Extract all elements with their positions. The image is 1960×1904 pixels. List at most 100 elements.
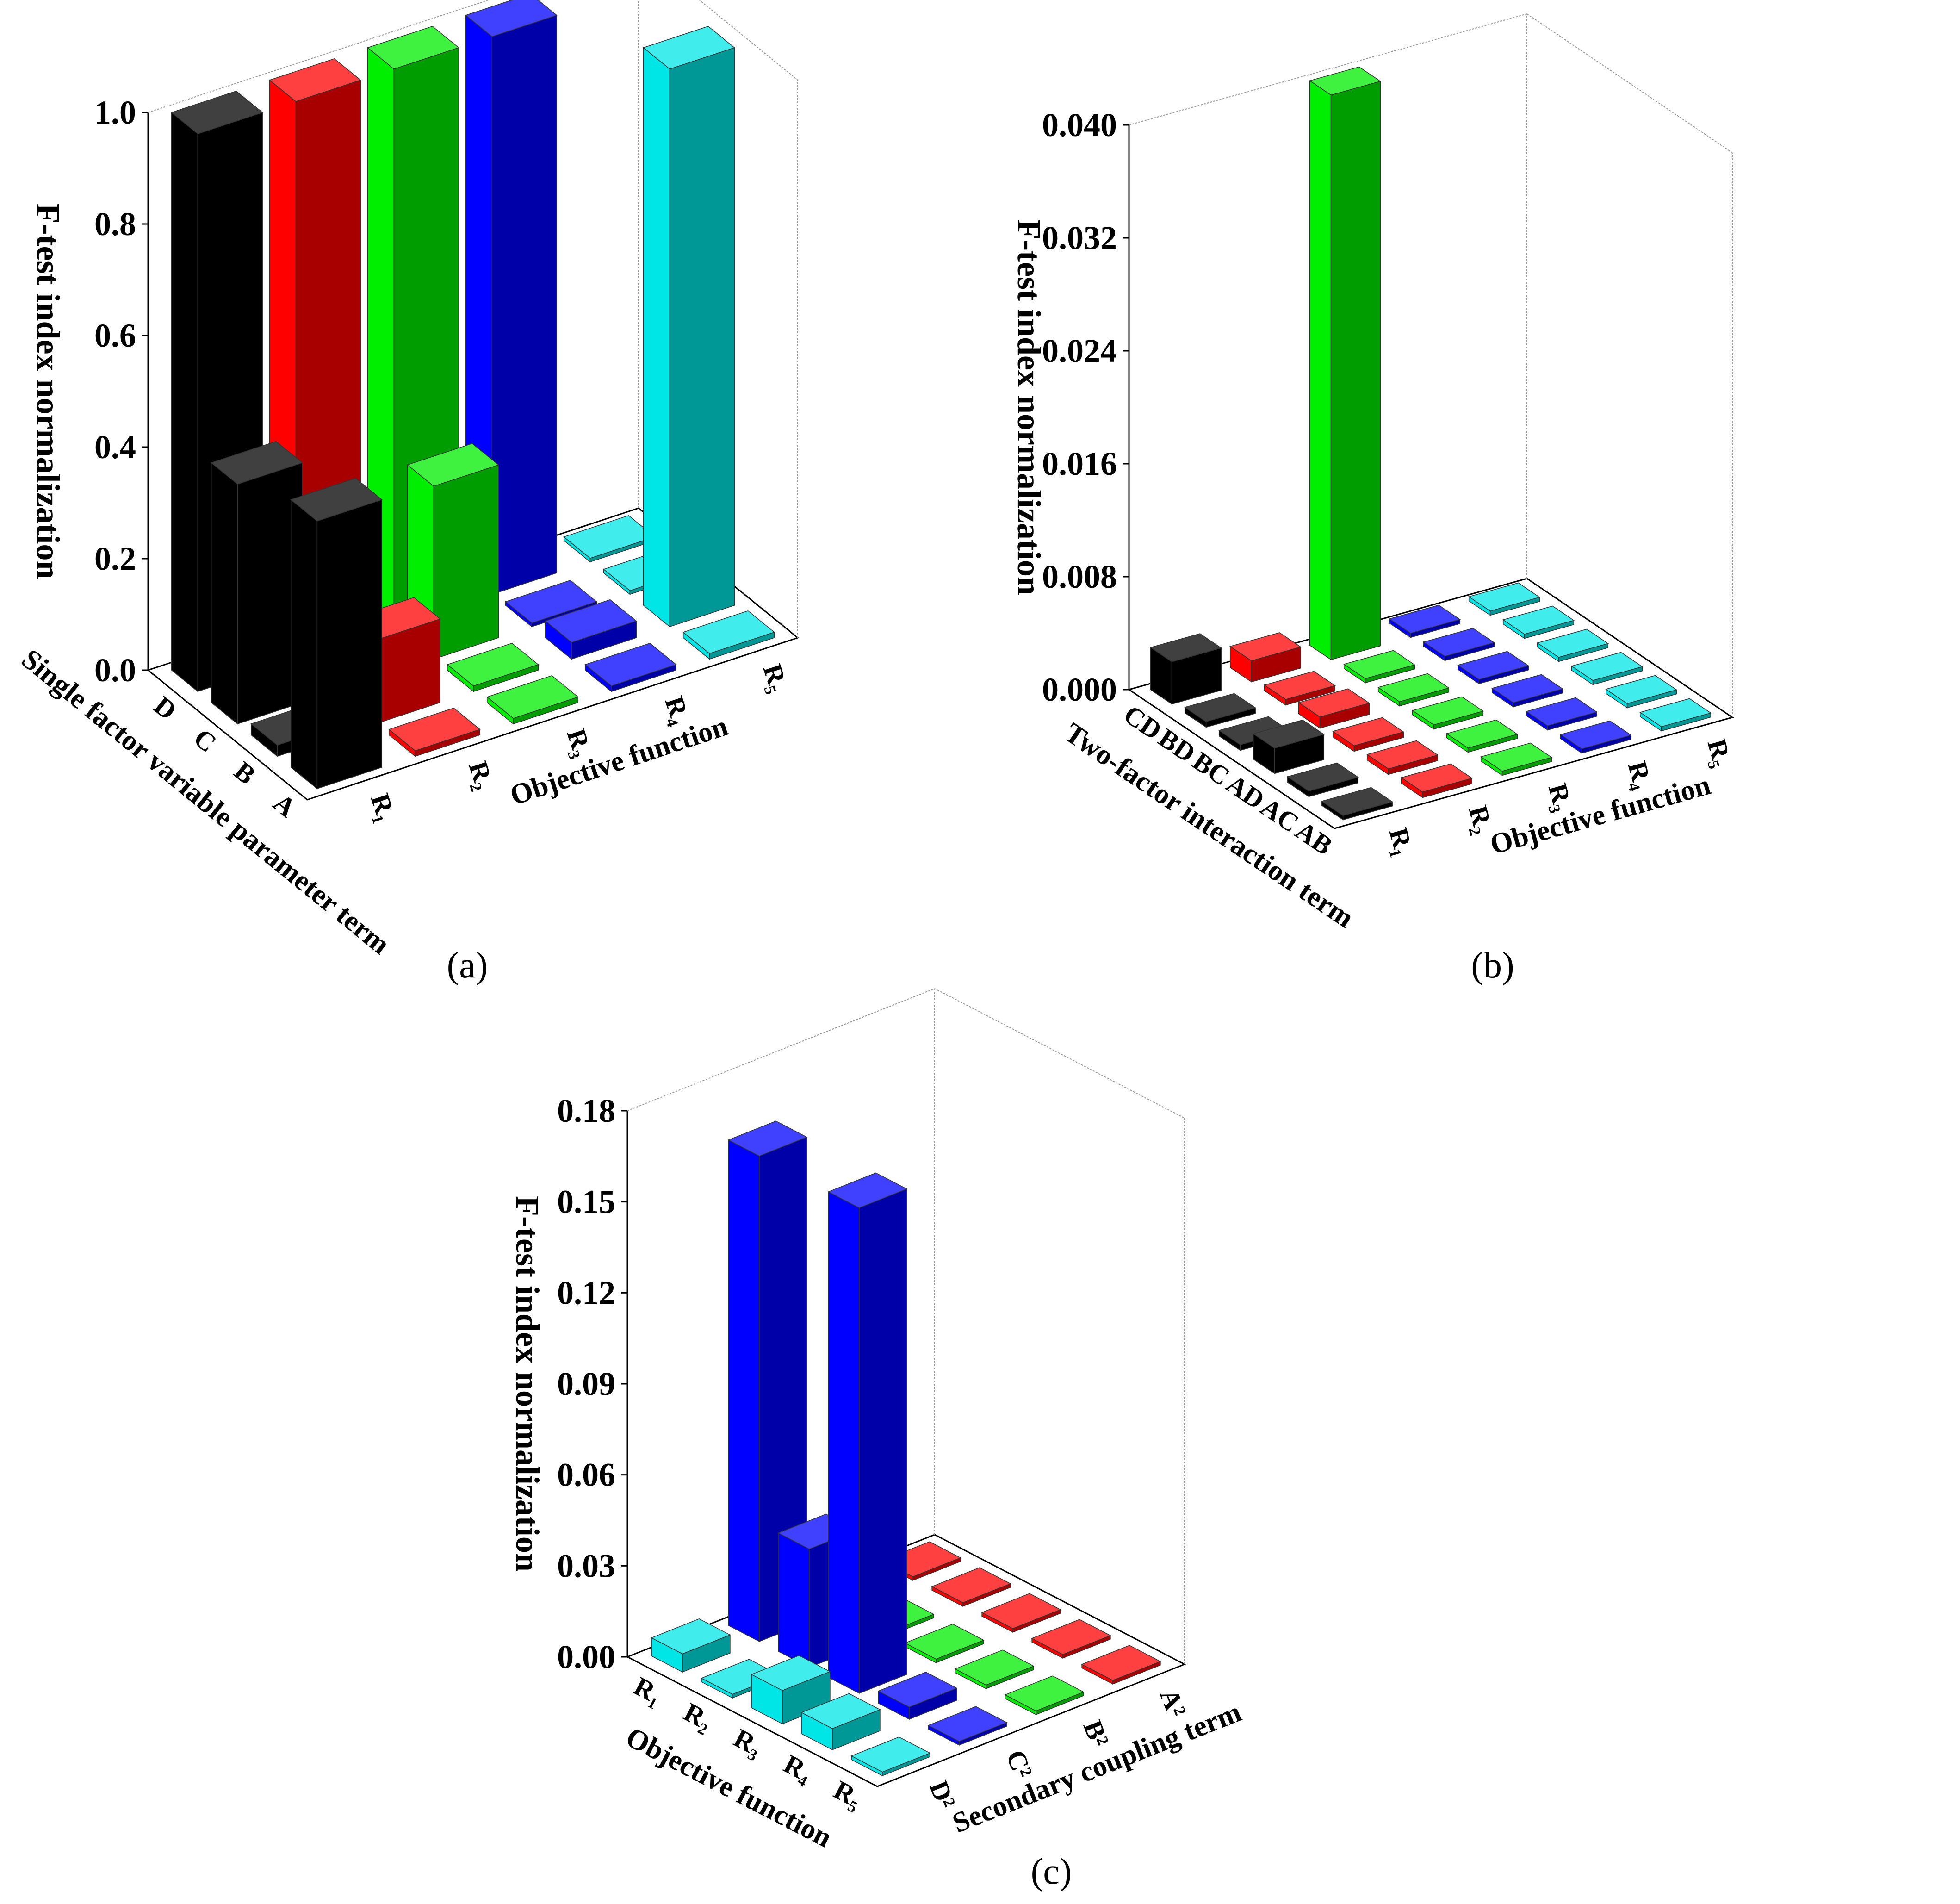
bar-D2-3 (800, 1693, 881, 1751)
y-tick-label: 0.024 (1042, 332, 1117, 369)
series-label: R₅ (757, 660, 794, 696)
bar-R2-3 (1332, 717, 1405, 752)
bar-R2-3 (388, 707, 481, 757)
bar-R1-3 (1252, 719, 1325, 774)
bar-A2-4 (1081, 1645, 1161, 1685)
bar-B2-2 (904, 1624, 985, 1664)
bar-C2-4 (927, 1706, 1008, 1746)
y-axis-label: F-test index normalization (30, 204, 67, 579)
x-category-label: R₄ (779, 1748, 818, 1788)
y-tick-label: 0.06 (557, 1456, 615, 1493)
x-category-label: R₃ (729, 1723, 768, 1762)
series-label: R₁ (1383, 824, 1420, 859)
bar-C2-3 (877, 1672, 958, 1720)
y-axis-label: F-test index normalization (509, 1196, 546, 1572)
bar-R4-2 (1457, 651, 1530, 684)
x-category-label: A (268, 787, 302, 823)
z-axis-label: Objective function (1487, 769, 1714, 860)
bar-R4-2 (545, 599, 637, 660)
y-tick-label: 0.15 (557, 1183, 615, 1220)
y-tick-label: 0.032 (1042, 219, 1117, 256)
bar-R3-5 (1480, 742, 1553, 776)
bar-R4-3 (584, 642, 677, 692)
bar-A2-3 (1031, 1619, 1111, 1659)
z-axis-label: Objective function (506, 710, 732, 812)
bar-D2-2 (751, 1655, 831, 1725)
bar-R5-2 (1536, 628, 1609, 662)
bar-R2-0 (1229, 632, 1302, 683)
bar-R4-5 (1559, 720, 1632, 754)
bar-R1-1 (1184, 693, 1257, 728)
bar-R5-4 (1605, 675, 1678, 709)
chart-panel-c: 0.00 0.03 0.06 0.09 0.12 0.15 0.18 F-test index… (509, 988, 1246, 1854)
y-tick-label: 0.0 (94, 652, 136, 689)
x-category-label: R₁ (629, 1671, 668, 1710)
bar-R4-1 (1422, 628, 1495, 661)
panel-caption-b: (b) (1471, 945, 1514, 986)
bar-R4-3 (1491, 674, 1564, 708)
bar-R3-2 (1377, 673, 1450, 707)
y-tick-label: 0.6 (94, 317, 136, 354)
bar-A2-1 (931, 1567, 1011, 1607)
y-tick-label: 0.008 (1042, 558, 1117, 595)
y-tick-label: 1.0 (94, 94, 136, 131)
x-category-label: R₂ (679, 1697, 718, 1736)
x-category-label: D (149, 690, 183, 726)
bar-R1-3 (290, 478, 383, 790)
bar-R3-1 (1343, 650, 1416, 684)
bar-R4-1 (505, 579, 597, 628)
bar-R3-2 (447, 642, 539, 692)
panel-caption-c: (c) (1031, 1851, 1072, 1892)
bar-R5-3 (682, 610, 775, 660)
y-tick-label: 0.03 (557, 1547, 615, 1584)
axis-box (1127, 13, 1734, 829)
bar-R5-2 (643, 25, 735, 628)
x-category-label: C (188, 722, 223, 758)
y-tick-label: 0.016 (1042, 445, 1117, 482)
bar-R5-1 (1502, 605, 1575, 639)
bar-R2-1 (1263, 671, 1336, 706)
chart-panel-b: 0.000 0.008 0.016 0.024 0.032 0.040 F-test ind… (1011, 13, 1738, 934)
y-tick-label: 0.00 (557, 1638, 615, 1675)
bar-D2-4 (850, 1736, 931, 1777)
x-category-label: R₅ (829, 1774, 868, 1814)
bar-R5-0 (1468, 582, 1541, 616)
bar-A2-2 (981, 1593, 1061, 1633)
y-tick-label: 0.18 (557, 1092, 615, 1129)
bar-C2-0 (727, 1120, 808, 1643)
series-label: R₂ (463, 758, 500, 793)
bar-C2-2 (827, 1172, 908, 1694)
series-label: R₅ (1702, 735, 1738, 770)
y-axis-label: F-test index normalization (1011, 219, 1048, 595)
bar-R2-4 (1366, 740, 1439, 775)
bar-R1-0 (1149, 633, 1222, 705)
x-axis-label: Objective function (621, 1721, 837, 1854)
bar-R1-1 (211, 441, 303, 725)
bar-R1-4 (1286, 762, 1359, 797)
y-tick-label: 0.09 (557, 1365, 615, 1402)
bar-R3-3 (486, 675, 579, 725)
bar-R3-3 (1411, 696, 1484, 730)
y-tick-label: 0.4 (94, 429, 136, 466)
bar-B2-4 (1004, 1675, 1085, 1716)
bar-R5-3 (1570, 652, 1644, 685)
y-tick-label: 0.2 (94, 540, 136, 577)
x-category-label: B (229, 755, 261, 790)
bar-R2-5 (1400, 763, 1473, 798)
y-tick-label: 0.040 (1042, 106, 1117, 143)
chart-panel-a: 0.0 0.2 0.4 0.6 0.8 1.0 F-test index normaliza… (16, 0, 800, 960)
bar-R3-4 (1445, 719, 1519, 753)
y-tick-label: 0.000 (1042, 671, 1117, 708)
series-label: R₁ (365, 790, 402, 826)
y-tick-label: 0.12 (557, 1274, 615, 1311)
bar-D2-0 (651, 1618, 731, 1673)
y-tick-label: 0.8 (94, 205, 136, 243)
bar-R5-0 (563, 515, 656, 563)
bar-R1-5 (1321, 787, 1394, 821)
panel-caption-a: (a) (447, 945, 488, 986)
bar-R3-0 (1309, 66, 1382, 660)
bar-R2-2 (1297, 688, 1371, 729)
bar-R4-4 (1525, 697, 1598, 731)
bar-R5-5 (1639, 698, 1712, 732)
